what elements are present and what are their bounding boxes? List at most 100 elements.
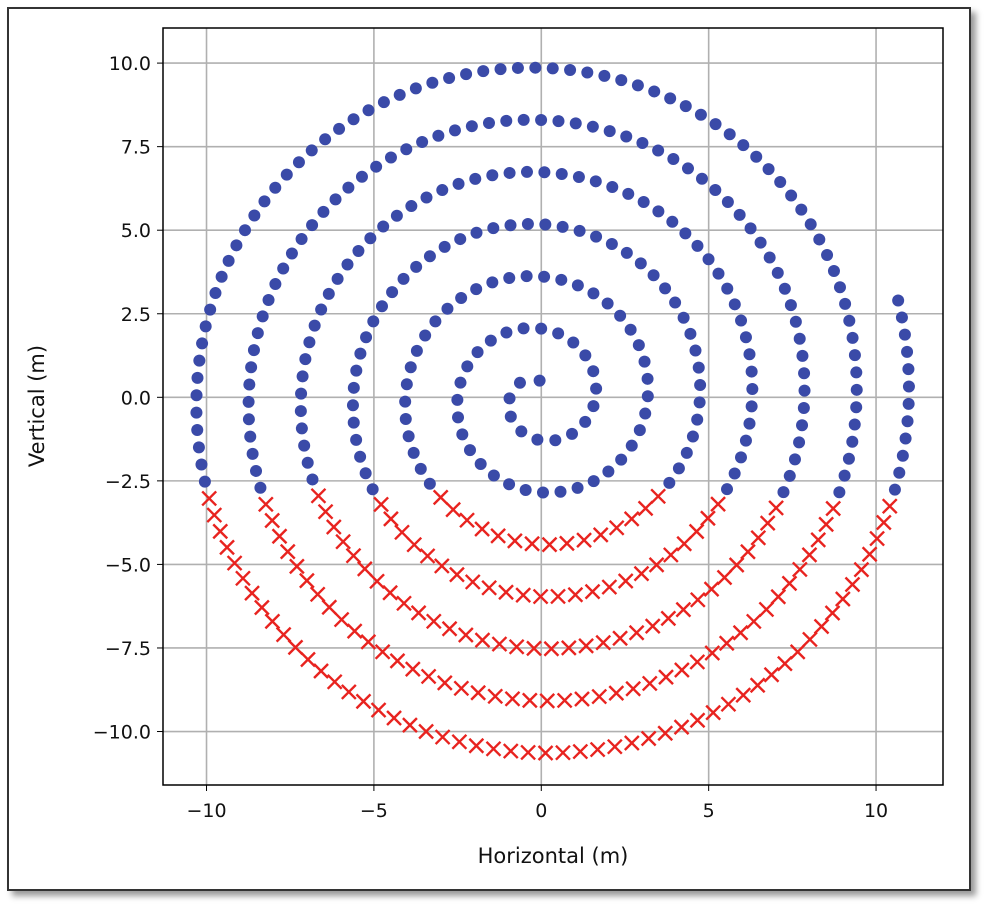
data-point-circle <box>470 226 483 239</box>
data-point-x <box>326 673 343 690</box>
data-point-circle <box>520 270 533 283</box>
data-point-circle <box>587 287 600 300</box>
data-point-circle <box>414 462 427 475</box>
data-point-x <box>625 680 642 697</box>
data-point-circle <box>789 315 802 328</box>
data-point-circle <box>410 260 423 273</box>
data-point-circle <box>461 360 474 373</box>
data-point-x <box>254 599 270 616</box>
data-point-circle <box>647 269 660 282</box>
data-point-x <box>382 584 398 601</box>
y-tick-label: −7.5 <box>105 638 151 660</box>
data-point-x <box>474 521 490 537</box>
data-point-circle <box>409 82 422 95</box>
data-point-x <box>313 663 329 679</box>
x-tick-label: −10 <box>186 800 226 822</box>
data-point-circle <box>230 239 243 252</box>
data-point-circle <box>503 166 516 179</box>
data-point-circle <box>555 273 568 286</box>
data-point-circle <box>454 233 467 246</box>
data-point-circle <box>850 366 863 379</box>
data-point-circle <box>602 465 615 478</box>
data-point-x <box>689 654 706 670</box>
x-axis-label: Horizontal (m) <box>478 844 629 868</box>
data-point-x <box>556 692 573 709</box>
data-point-x <box>763 666 780 683</box>
data-point-x <box>768 500 784 516</box>
data-point-circle <box>785 189 798 202</box>
data-point-x <box>705 704 722 721</box>
data-point-circle <box>292 156 305 169</box>
data-point-circle <box>723 128 736 141</box>
data-point-circle <box>893 466 906 479</box>
data-point-circle <box>477 65 490 78</box>
data-point-x <box>688 523 705 540</box>
data-point-circle <box>603 125 616 138</box>
data-point-circle <box>694 108 707 121</box>
data-point-circle <box>709 118 722 131</box>
data-point-x <box>813 618 830 635</box>
data-point-circle <box>762 163 775 176</box>
data-point-circle <box>571 481 584 494</box>
data-point-x <box>206 507 223 523</box>
data-point-x <box>355 693 372 710</box>
data-point-x <box>810 532 827 548</box>
data-point-circle <box>333 122 346 135</box>
data-point-x <box>491 636 508 652</box>
data-point-circle <box>721 196 734 209</box>
data-point-circle <box>681 162 694 175</box>
data-point-circle <box>441 302 454 315</box>
data-point-circle <box>898 328 911 341</box>
data-point-x <box>374 643 391 660</box>
data-point-circle <box>400 378 413 391</box>
data-point-circle <box>299 353 312 366</box>
data-point-circle <box>538 270 551 283</box>
data-point-x <box>470 684 487 701</box>
data-point-x <box>404 661 421 677</box>
data-point-circle <box>850 401 863 414</box>
data-point-x <box>612 630 628 647</box>
data-point-circle <box>250 464 263 477</box>
data-point-x <box>559 535 575 552</box>
data-point-x <box>309 586 326 603</box>
data-point-circle <box>793 436 806 449</box>
data-point-x <box>406 536 423 553</box>
data-point-x <box>818 516 834 533</box>
data-point-circle <box>341 258 354 271</box>
data-point-x <box>383 510 399 527</box>
data-point-x <box>567 586 584 603</box>
data-point-circle <box>739 434 752 447</box>
data-point-x <box>641 675 658 692</box>
data-point-circle <box>783 469 796 482</box>
data-point-circle <box>587 400 600 413</box>
data-point-x <box>881 498 898 515</box>
data-point-circle <box>347 416 360 429</box>
data-point-circle <box>572 170 585 183</box>
data-point-x <box>464 574 481 590</box>
data-point-x <box>396 595 412 612</box>
data-point-circle <box>564 63 577 76</box>
data-point-circle <box>407 446 420 459</box>
data-point-x <box>660 610 677 627</box>
data-point-circle <box>503 392 516 405</box>
data-point-circle <box>500 114 513 127</box>
data-point-circle <box>400 143 413 156</box>
data-point-x <box>226 555 243 571</box>
data-point-circle <box>636 137 649 150</box>
data-point-circle <box>254 481 267 494</box>
data-point-circle <box>846 435 859 448</box>
data-point-x <box>716 569 733 586</box>
data-point-circle <box>615 453 628 466</box>
data-point-circle <box>364 232 377 245</box>
data-point-circle <box>778 282 791 295</box>
data-point-circle <box>634 257 647 270</box>
data-point-circle <box>902 397 915 410</box>
data-point-circle <box>804 218 817 231</box>
data-point-x <box>487 688 504 705</box>
data-point-x <box>676 535 693 552</box>
data-point-circle <box>193 354 206 367</box>
data-point-circle <box>843 314 856 327</box>
data-point-x <box>453 680 470 697</box>
data-point-circle <box>370 160 383 173</box>
